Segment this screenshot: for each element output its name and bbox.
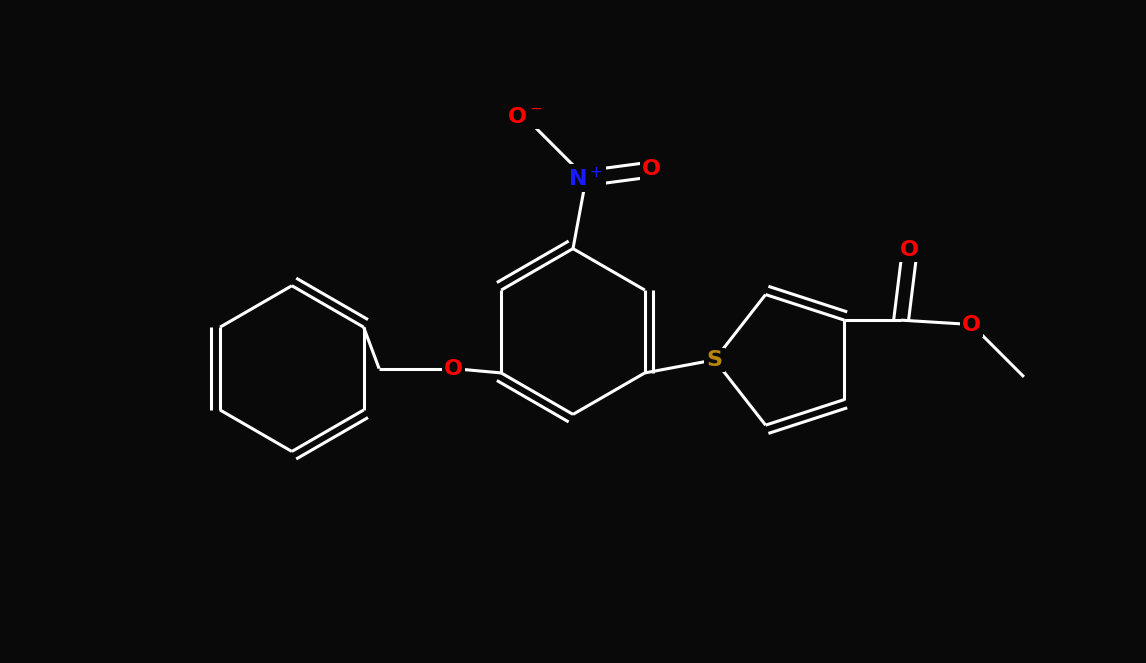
Text: N$^+$: N$^+$ (568, 166, 604, 190)
Text: O: O (961, 314, 981, 335)
Text: O: O (642, 160, 661, 180)
Text: S: S (707, 350, 723, 370)
Text: O: O (901, 240, 919, 260)
Text: O: O (444, 359, 463, 379)
Text: S: S (707, 350, 723, 370)
Text: O$^-$: O$^-$ (508, 107, 543, 127)
